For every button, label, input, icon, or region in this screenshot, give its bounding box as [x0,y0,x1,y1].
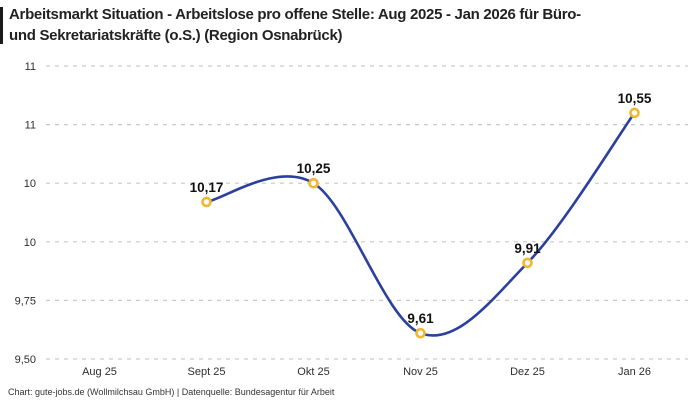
chart-title-line1: Arbeitsmarkt Situation - Arbeitslose pro… [9,6,581,23]
data-point-marker [201,196,212,208]
data-point-label: 10,17 [190,180,224,195]
data-point-label: 9,61 [407,311,434,326]
data-point-marker [308,177,319,189]
data-point-label: 10,55 [618,91,652,106]
y-axis-tick-label: 9,50 [15,354,36,366]
y-axis-tick-label: 10 [24,237,36,249]
chart-header: Arbeitsmarkt Situation - Arbeitslose pro… [0,4,694,46]
chart-title: Arbeitsmarkt Situation - Arbeitslose pro… [0,4,694,46]
data-point-marker [522,257,533,269]
y-axis-tick-label: 11 [25,120,36,132]
x-axis-tick-label: Okt 25 [297,366,329,378]
x-axis-tick-label: Dez 25 [510,366,545,378]
y-axis-tick-label: 10 [24,178,36,190]
x-axis-tick-label: Nov 25 [403,366,438,378]
chart-title-line2: und Sekretariatskräfte (o.S.) (Region Os… [9,27,343,44]
data-point-label: 9,91 [514,241,541,256]
x-axis-tick-label: Aug 25 [82,366,117,378]
y-axis-tick-label: 11 [25,61,36,73]
chart-attribution: Chart: gute-jobs.de (Wollmilchsau GmbH) … [8,387,335,397]
data-point-marker [629,107,640,119]
x-axis-tick-label: Jan 26 [618,366,651,378]
y-axis-tick-label: 9,75 [15,295,36,307]
title-accent-bar [0,7,3,44]
data-point-marker [415,327,426,339]
series-line [205,111,636,337]
data-point-label: 10,25 [297,161,331,176]
x-axis-tick-label: Sept 25 [188,366,226,378]
